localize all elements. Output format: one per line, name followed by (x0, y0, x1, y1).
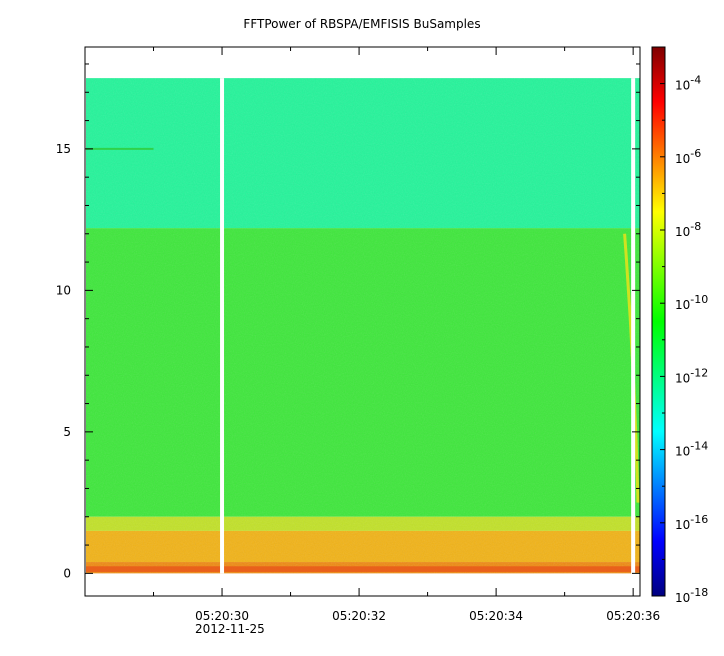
colorbar-tick-label: 10-18 (675, 586, 708, 605)
colorbar-tick-label: 10-6 (675, 147, 701, 166)
colorbar: 10-4 10-6 10-8 10-10 10-12 10-14 10-16 10-18 (651, 46, 708, 605)
x-tick-label: 05:20:32 (332, 609, 386, 623)
x-tick-label: 05:20:30 (195, 609, 249, 623)
colorbar-tick-label: 10-12 (675, 366, 708, 385)
x-tick-label: 05:20:34 (469, 609, 523, 623)
y-tick-label: 15 (56, 142, 71, 156)
x-tick-label: 05:20:36 (606, 609, 660, 623)
colorbar-tick-label: 10-10 (675, 293, 708, 312)
colorbar-tick-label: 10-14 (675, 440, 708, 459)
colorbar-tick-label: 10-16 (675, 513, 708, 532)
chart-title: FFTPower of RBSPA/EMFISIS BuSamples (243, 17, 481, 31)
spectrogram-low-line (86, 566, 640, 572)
y-tick-label: 10 (56, 283, 71, 297)
colorbar-tick-label: 10-4 (675, 74, 701, 93)
colorbar-gradient (651, 46, 666, 597)
data-gap-1 (631, 78, 636, 574)
colorbar-tick-label: 10-8 (675, 220, 701, 239)
y-tick-label: 0 (63, 566, 71, 580)
x-date-label: 2012-11-25 (195, 622, 265, 636)
spectrogram-noise (86, 78, 640, 574)
y-axis: 0 5 10 15 (56, 63, 640, 580)
y-tick-label: 5 (63, 425, 71, 439)
data-gap-0 (220, 78, 225, 574)
spectrogram-data (86, 78, 640, 574)
plot-frame (84, 46, 641, 597)
x-axis: 05:20:30 05:20:32 05:20:34 05:20:36 2012-11-… (84, 47, 660, 636)
